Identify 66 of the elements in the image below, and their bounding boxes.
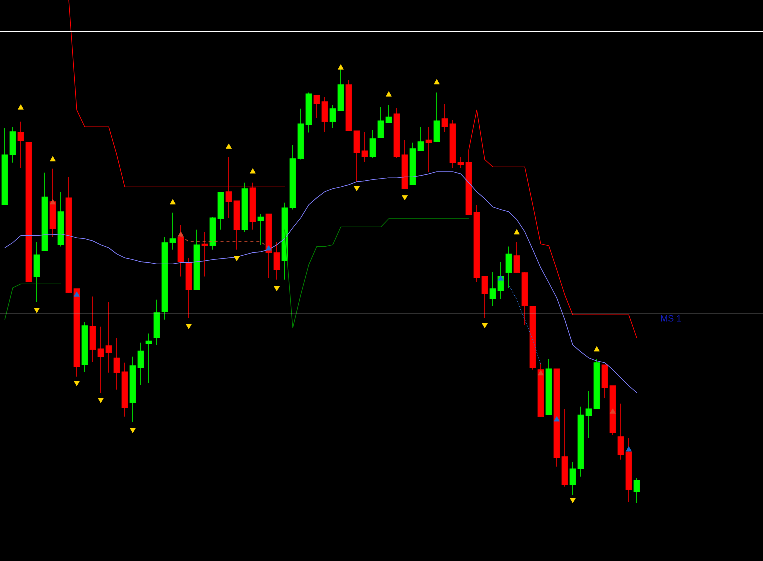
- point: [170, 199, 176, 205]
- point: [570, 498, 576, 504]
- candlestick: [602, 364, 608, 399]
- point: [226, 144, 232, 149]
- candlestick: [506, 246, 512, 289]
- point: [498, 276, 504, 281]
- candlestick: [482, 276, 488, 319]
- point: [386, 92, 392, 97]
- candlestick: [258, 214, 264, 246]
- candlestick: [442, 104, 448, 132]
- point: [50, 199, 56, 205]
- candlestick: [330, 104, 336, 128]
- point: [626, 446, 632, 452]
- candlestick: [98, 326, 104, 394]
- candlestick: [426, 126, 432, 172]
- point: [554, 416, 560, 422]
- candlestick: [146, 333, 152, 384]
- candlestick: [274, 242, 280, 280]
- candlestick: [354, 130, 360, 182]
- point: [74, 381, 80, 386]
- point: [34, 308, 40, 314]
- candlestick: [114, 338, 120, 390]
- candlestick: [314, 95, 320, 118]
- point: [250, 168, 256, 174]
- point: [514, 229, 520, 235]
- point: [354, 186, 360, 192]
- candlestick: [458, 156, 464, 168]
- point: [50, 156, 56, 162]
- point: [538, 370, 544, 376]
- point: [338, 64, 344, 70]
- candlestick: [618, 403, 624, 460]
- candlestick: [138, 342, 144, 386]
- ref-line-label: MS 1: [661, 315, 682, 322]
- point: [434, 79, 440, 85]
- point: [130, 428, 136, 434]
- point: [274, 286, 280, 292]
- point: [234, 256, 240, 262]
- candlestick: [570, 462, 576, 496]
- point: [98, 398, 104, 404]
- candlestick: [386, 104, 392, 124]
- point: [266, 246, 272, 251]
- point: [74, 292, 80, 297]
- candlestick: [514, 242, 520, 274]
- candlestick: [170, 212, 176, 250]
- candlestick: [322, 96, 328, 132]
- point: [186, 324, 192, 330]
- candlestick: [106, 302, 112, 374]
- candlestick: [226, 156, 232, 218]
- point: [594, 346, 600, 352]
- candlestick: [586, 390, 592, 439]
- candlestick: [34, 242, 40, 302]
- candlestick: [362, 132, 368, 162]
- candlestick: [18, 122, 24, 168]
- candlestick: [370, 130, 376, 158]
- point: [610, 408, 616, 414]
- point: [178, 232, 184, 237]
- candlestick: [418, 126, 424, 152]
- candlestick: [10, 126, 16, 164]
- candlestick: [434, 92, 440, 142]
- candlestick: [634, 478, 640, 504]
- point: [482, 323, 488, 328]
- candlestick: [378, 106, 384, 138]
- candlestick: [490, 272, 496, 306]
- point: [18, 104, 24, 110]
- candlestick: [90, 296, 96, 362]
- point: [402, 195, 408, 201]
